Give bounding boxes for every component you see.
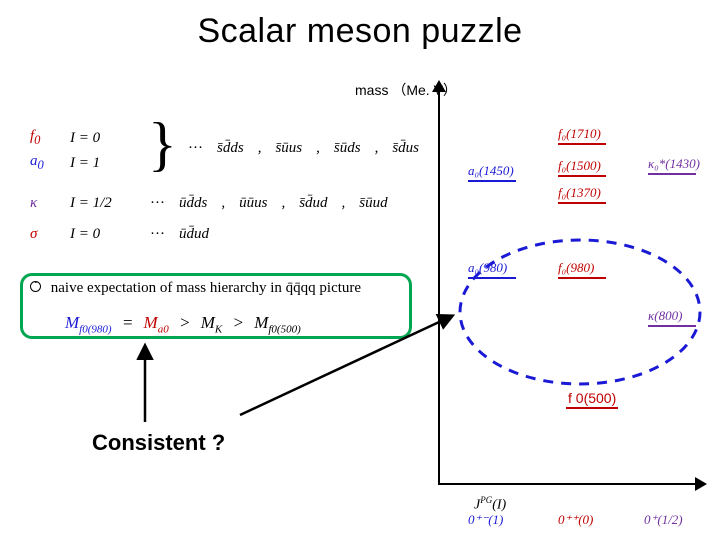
y-axis-arrowhead-icon	[432, 80, 446, 92]
highlight-box	[20, 273, 412, 339]
tetraquark-line-2: ··· ūd̄ds, ūūus, s̄d̄ud, s̄ūud	[150, 195, 388, 212]
row-a0: a0 I = 1	[30, 153, 140, 173]
brace-icon: }	[148, 110, 177, 179]
slide-title: Scalar meson puzzle	[0, 12, 720, 51]
tetraquark-line-1: ··· s̄d̄ds, s̄ūus, s̄ūds, s̄d̄us	[188, 140, 419, 157]
tetraquark-line-3: ··· ūd̄ud	[150, 226, 209, 243]
row-f0: f0 I = 0	[30, 128, 140, 148]
xlabel-col3: 0⁺(1/2)	[644, 512, 683, 528]
xlabel-col1: 0⁺⁻(1)	[468, 512, 503, 528]
y-axis	[438, 85, 440, 485]
row-sigma: σ I = 0	[30, 226, 140, 243]
f0-500-label: f 0(500)	[566, 390, 618, 409]
jpg-axis-label: JPG(I)	[474, 495, 506, 514]
x-axis	[438, 483, 698, 485]
x-axis-arrowhead-icon	[695, 477, 707, 491]
xlabel-col2: 0⁺⁺(0)	[558, 512, 593, 528]
consistent-label: Consistent ?	[92, 430, 225, 456]
row-kappa: κ I = 1/2	[30, 195, 140, 212]
